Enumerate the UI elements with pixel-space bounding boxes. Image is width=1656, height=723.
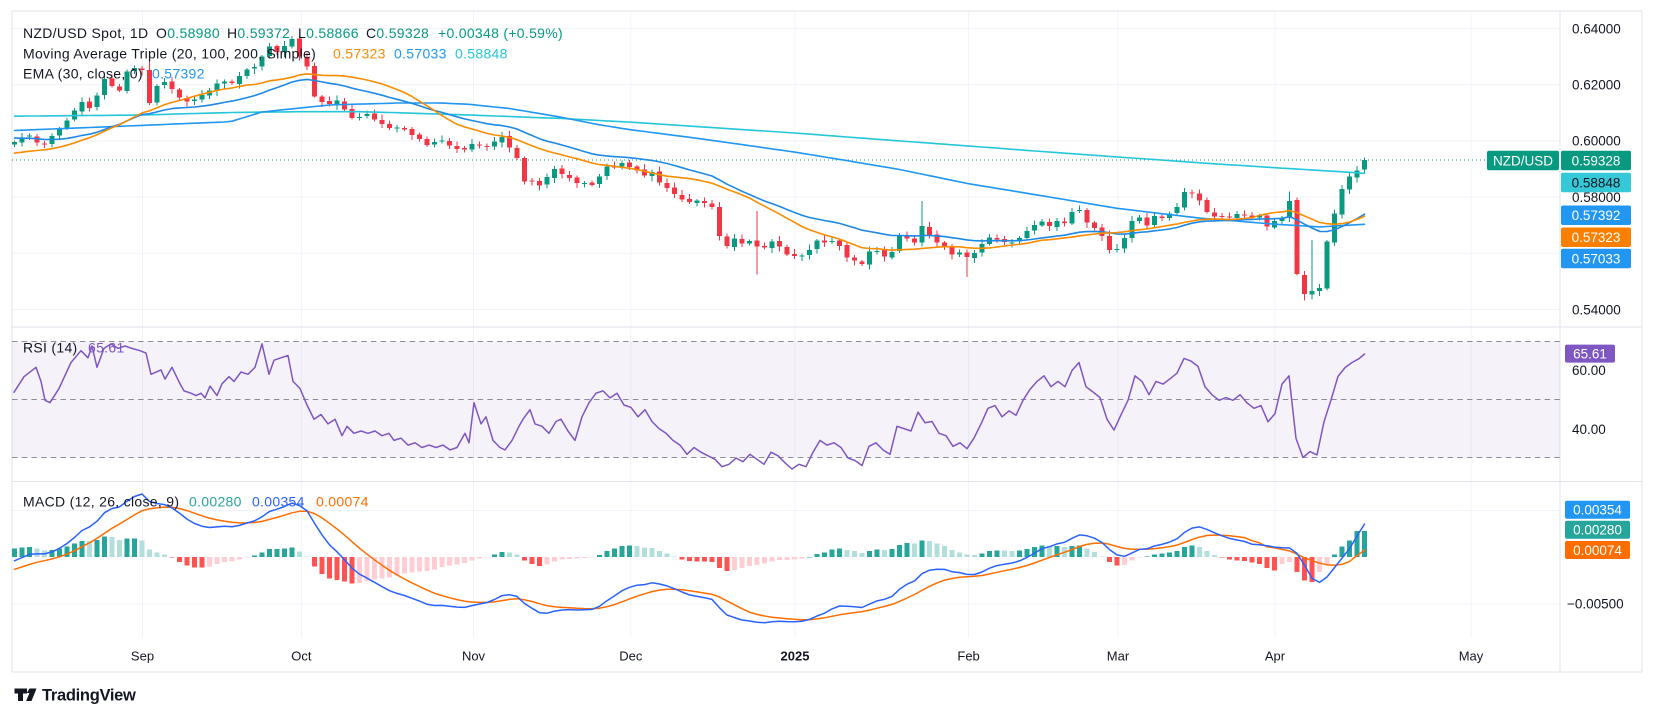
- svg-text:0.57392: 0.57392: [1572, 208, 1621, 223]
- svg-text:EMA (30, close, 0): EMA (30, close, 0): [23, 66, 143, 82]
- svg-text:RSI (14): RSI (14): [23, 340, 78, 356]
- svg-text:0.59328: 0.59328: [1572, 153, 1621, 168]
- svg-text:Nov: Nov: [462, 649, 486, 664]
- svg-text:L0.58866: L0.58866: [298, 25, 359, 41]
- svg-text:Apr: Apr: [1265, 649, 1286, 664]
- svg-text:0.00074: 0.00074: [316, 494, 369, 510]
- svg-text:0.00354: 0.00354: [252, 494, 305, 510]
- svg-text:0.64000: 0.64000: [1572, 21, 1621, 36]
- svg-text:0.00354: 0.00354: [1573, 503, 1622, 518]
- svg-text:Sep: Sep: [131, 649, 154, 664]
- svg-text:0.58000: 0.58000: [1572, 190, 1621, 205]
- svg-text:Dec: Dec: [619, 649, 643, 664]
- svg-text:−0.00500: −0.00500: [1567, 597, 1624, 612]
- svg-text:0.00280: 0.00280: [1573, 523, 1622, 538]
- svg-text:C0.59328: C0.59328: [366, 25, 429, 41]
- svg-text:0.57033: 0.57033: [1572, 251, 1621, 266]
- svg-text:65.61: 65.61: [88, 340, 125, 356]
- svg-text:0.58848: 0.58848: [455, 46, 508, 62]
- svg-text:40.00: 40.00: [1572, 422, 1606, 437]
- svg-text:0.57323: 0.57323: [333, 46, 386, 62]
- svg-text:0.57033: 0.57033: [394, 46, 447, 62]
- svg-text:0.54000: 0.54000: [1572, 302, 1621, 317]
- svg-text:O0.58980: O0.58980: [156, 25, 220, 41]
- svg-text:65.61: 65.61: [1573, 346, 1607, 361]
- svg-text:2025: 2025: [781, 649, 810, 664]
- svg-text:0.57323: 0.57323: [1572, 230, 1621, 245]
- svg-text:Oct: Oct: [291, 649, 312, 664]
- svg-text:H0.59372: H0.59372: [227, 25, 290, 41]
- svg-text:60.00: 60.00: [1572, 363, 1606, 378]
- svg-text:Feb: Feb: [957, 649, 979, 664]
- svg-text:0.58848: 0.58848: [1572, 175, 1621, 190]
- svg-text:NZD/USD Spot, 1D: NZD/USD Spot, 1D: [23, 25, 148, 41]
- svg-text:0.00280: 0.00280: [189, 494, 242, 510]
- svg-text:0.62000: 0.62000: [1572, 78, 1621, 93]
- svg-text:Moving Average Triple (20, 100: Moving Average Triple (20, 100, 200, Sim…: [23, 46, 316, 62]
- svg-text:+0.00348 (+0.59%): +0.00348 (+0.59%): [438, 25, 563, 41]
- svg-text:0.60000: 0.60000: [1572, 134, 1621, 149]
- svg-text:MACD (12, 26, close, 9): MACD (12, 26, close, 9): [23, 494, 179, 510]
- svg-text:NZD/USD: NZD/USD: [1493, 153, 1553, 168]
- svg-text:0.57392: 0.57392: [152, 66, 205, 82]
- svg-text:May: May: [1459, 649, 1484, 664]
- svg-text:TradingView: TradingView: [42, 687, 136, 705]
- svg-text:Mar: Mar: [1107, 649, 1130, 664]
- svg-text:0.00074: 0.00074: [1573, 543, 1622, 558]
